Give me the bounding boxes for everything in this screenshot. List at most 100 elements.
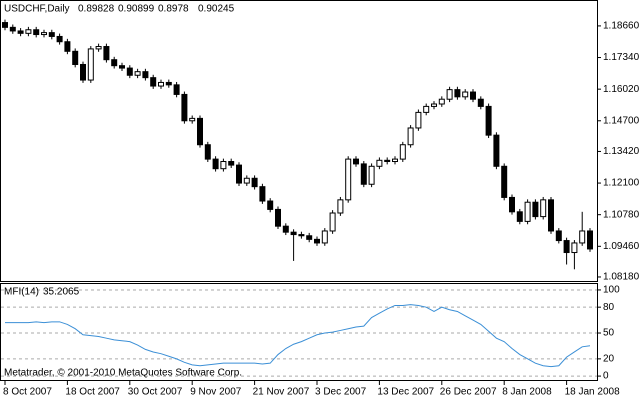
candle-body xyxy=(150,77,157,87)
candle-body xyxy=(290,231,297,236)
candle-body xyxy=(423,105,430,113)
candle-body xyxy=(438,98,445,105)
candle-body xyxy=(17,30,24,34)
header-value: 0.90899 xyxy=(118,4,155,15)
candle-body xyxy=(337,199,344,214)
y-tick-label: 1.13420 xyxy=(603,146,640,157)
candle-body xyxy=(532,201,539,218)
candle-body xyxy=(72,50,79,65)
header-value: 0.90245 xyxy=(198,4,235,15)
candle-body xyxy=(524,201,531,222)
candle-body xyxy=(446,89,453,100)
mfi-line xyxy=(5,304,591,368)
candle-body xyxy=(384,159,391,163)
candle-body xyxy=(80,63,86,81)
candle-body xyxy=(579,230,586,244)
mfi-pane xyxy=(0,283,598,381)
candle-body xyxy=(462,91,469,98)
y-tick-label: 20 xyxy=(603,354,615,365)
candle-body xyxy=(41,32,47,36)
candle-body xyxy=(134,71,141,76)
candle-body xyxy=(509,196,515,213)
y-tick-label: 1.08180 xyxy=(603,272,640,283)
candle-body xyxy=(56,35,63,43)
x-tick-label: 30 Oct 2007 xyxy=(128,387,183,398)
candle-body xyxy=(548,199,554,232)
candle-body xyxy=(477,98,484,107)
x-tick-label: 8 Oct 2007 xyxy=(3,387,52,398)
candle-body xyxy=(142,71,149,79)
candle-body xyxy=(540,199,547,218)
y-tick-label: 1.10780 xyxy=(603,209,640,220)
candle-body xyxy=(64,41,71,52)
x-tick-label: 21 Nov 2007 xyxy=(253,387,310,398)
candle-body xyxy=(329,212,336,232)
candle-body xyxy=(563,240,570,254)
candle-body xyxy=(392,158,398,163)
y-tick-label: 1.17340 xyxy=(603,52,640,63)
candle-body xyxy=(267,200,274,210)
candle-body xyxy=(33,29,40,36)
candle-body xyxy=(173,84,180,95)
candle-body xyxy=(25,29,32,34)
candle-body xyxy=(493,134,500,167)
candle-body xyxy=(251,177,258,188)
candle-body xyxy=(314,238,320,244)
candle-body xyxy=(165,81,172,86)
candle-body xyxy=(306,235,313,240)
candle-body xyxy=(516,211,523,222)
candle-body xyxy=(454,89,461,98)
candle-body xyxy=(228,161,235,166)
mfi-title: MFI(14) xyxy=(4,287,39,298)
candle-body xyxy=(204,144,211,160)
candle-body xyxy=(2,22,8,28)
candle-body xyxy=(321,230,328,244)
candle-body xyxy=(48,32,55,37)
y-tick-label: 1.14700 xyxy=(603,115,640,126)
candle-body xyxy=(87,48,94,81)
header-value: 0.89828 xyxy=(78,4,115,15)
candle-body xyxy=(571,242,578,254)
candle-body xyxy=(353,158,359,165)
candle-body xyxy=(103,46,110,61)
candle-body xyxy=(259,186,266,202)
candle-body xyxy=(407,127,414,146)
candle-body xyxy=(212,158,219,170)
y-tick-label: 1.12100 xyxy=(603,178,640,189)
candle-body xyxy=(275,208,281,227)
symbol: USDCHF,Daily xyxy=(4,4,70,15)
x-tick-label: 18 Oct 2007 xyxy=(65,387,120,398)
y-tick-label: 1.18660 xyxy=(603,21,640,32)
candle-body xyxy=(368,165,375,185)
candle-body xyxy=(181,93,188,122)
candle-body xyxy=(360,163,367,185)
candle-body xyxy=(9,26,16,32)
candle-body xyxy=(555,230,562,242)
x-tick-label: 9 Nov 2007 xyxy=(190,387,242,398)
candle-body xyxy=(376,159,383,167)
candle-body xyxy=(158,81,164,87)
candle-body xyxy=(126,67,133,76)
candle-body xyxy=(501,165,508,198)
y-tick-label: 80 xyxy=(603,302,615,313)
candle-body xyxy=(220,161,227,170)
candle-body xyxy=(399,144,406,160)
candle-body xyxy=(119,65,125,69)
footer: Metatrader, © 2001-2010 MetaQuotes Softw… xyxy=(4,368,242,379)
y-tick-label: 0 xyxy=(603,371,609,382)
candle-body xyxy=(470,91,476,100)
candle-body xyxy=(189,117,196,122)
candle-body xyxy=(236,164,242,184)
candle-body xyxy=(587,230,593,250)
x-tick-label: 13 Dec 2007 xyxy=(377,387,434,398)
candle-body xyxy=(282,225,289,233)
candle-body xyxy=(95,46,102,50)
candle-body xyxy=(197,117,203,146)
candle-body xyxy=(485,105,492,136)
candle-body xyxy=(345,158,352,201)
candle-body xyxy=(243,177,250,184)
y-tick-label: 1.16020 xyxy=(603,84,640,95)
candle-body xyxy=(111,59,118,67)
